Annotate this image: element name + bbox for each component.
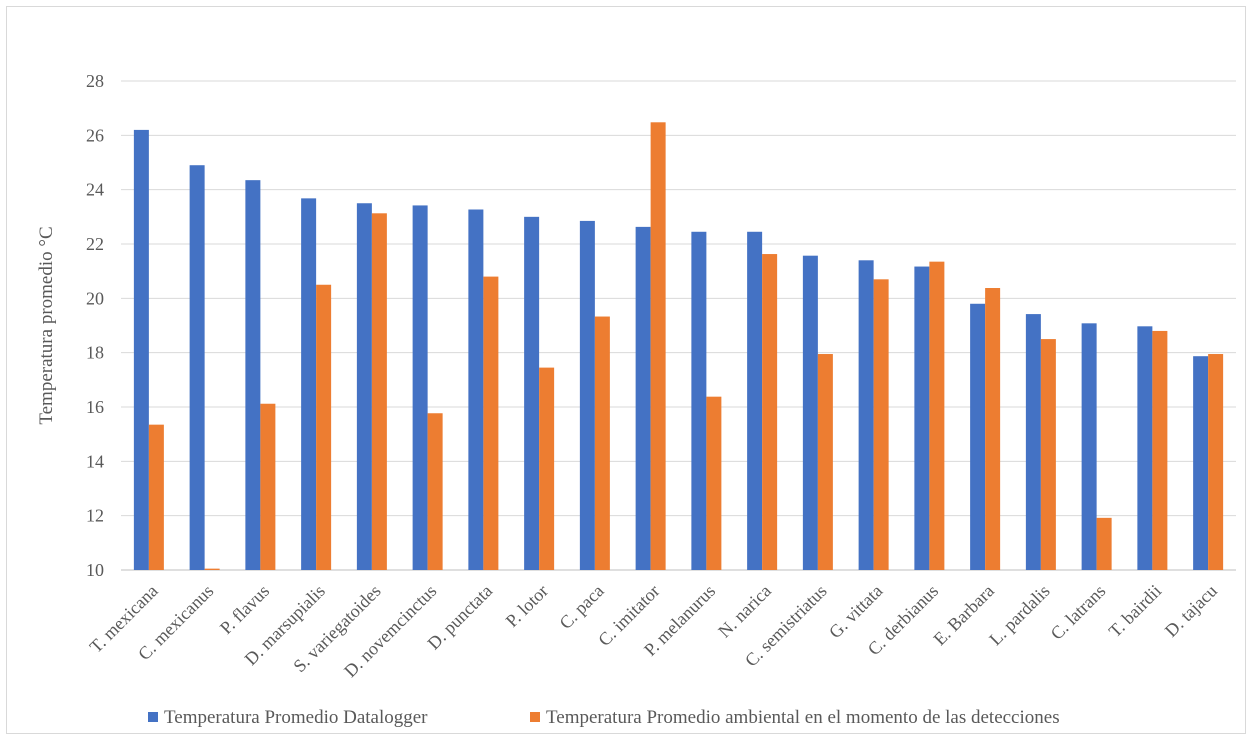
y-tick-label: 20: [86, 288, 104, 308]
x-tick-label: L. pardalis: [985, 581, 1054, 650]
bar-series-2-13: [873, 279, 889, 570]
x-tick-label: C. latrans: [1047, 581, 1110, 644]
bar-series-2-2: [260, 403, 276, 570]
y-tick-label: 24: [86, 180, 104, 200]
bar-series-1-11: [747, 231, 763, 570]
bar-series-1-8: [579, 220, 595, 571]
bar-series-1-15: [970, 303, 986, 570]
bar-series-1-6: [468, 209, 484, 570]
y-axis-title: Temperatura promedio °C: [36, 226, 57, 424]
gridlines: [121, 80, 1236, 571]
bar-series-1-9: [635, 226, 651, 570]
bars: [133, 122, 1224, 571]
bar-series-2-0: [148, 424, 164, 570]
bar-series-2-9: [650, 122, 666, 570]
legend-swatch-1: [148, 712, 158, 722]
bar-series-2-5: [427, 413, 443, 570]
bar-series-2-11: [762, 254, 778, 570]
x-tick-label: D. tajacu: [1161, 581, 1221, 641]
bar-series-1-16: [1025, 314, 1041, 570]
bar-series-2-14: [929, 261, 945, 570]
bar-series-1-19: [1193, 356, 1209, 570]
bar-series-2-18: [1152, 330, 1168, 570]
legend-label-1: Temperatura Promedio Datalogger: [164, 707, 428, 728]
bar-series-2-3: [316, 284, 332, 570]
y-tick-label: 26: [86, 125, 104, 145]
bar-series-2-8: [594, 316, 610, 570]
bar-series-1-17: [1081, 323, 1097, 570]
x-tick-label: P. flavus: [216, 581, 273, 638]
bar-series-2-1: [204, 568, 220, 570]
y-tick-label: 18: [86, 343, 104, 363]
legend: Temperatura Promedio Datalogger Temperatu…: [148, 707, 1060, 728]
x-tick-label: C. paca: [555, 581, 607, 633]
bar-series-1-10: [691, 231, 707, 570]
bar-series-1-0: [133, 129, 149, 570]
bar-series-1-7: [524, 216, 540, 571]
bar-series-2-12: [817, 354, 833, 570]
bar-series-2-7: [539, 367, 555, 570]
bar-series-2-10: [706, 396, 722, 570]
bar-series-1-5: [412, 205, 428, 570]
bar-series-2-19: [1208, 354, 1224, 570]
y-tick-label: 12: [86, 506, 104, 526]
bar-series-1-13: [858, 260, 874, 570]
bar-series-1-2: [245, 180, 261, 571]
bar-series-2-4: [371, 213, 387, 570]
y-tick-label: 14: [86, 451, 104, 471]
y-tick-label: 28: [86, 71, 104, 91]
y-tick-labels: 10 12 14 16 18 20 22 24 26 28: [86, 71, 104, 580]
bar-series-1-14: [914, 266, 930, 570]
x-tick-label: P. lotor: [502, 581, 552, 631]
bar-series-1-12: [802, 255, 818, 570]
legend-label-2: Temperatura Promedio ambiental en el mom…: [546, 707, 1060, 728]
bar-series-1-18: [1137, 326, 1153, 570]
bar-series-1-4: [356, 203, 372, 570]
y-tick-label: 16: [86, 397, 104, 417]
bar-series-1-1: [189, 165, 205, 570]
y-tick-label: 10: [86, 560, 104, 580]
bar-series-2-6: [483, 276, 499, 570]
legend-swatch-2: [530, 712, 540, 722]
x-tick-label: T. bairdii: [1105, 581, 1166, 642]
bar-series-2-15: [985, 288, 1001, 570]
bar-series-2-17: [1096, 517, 1112, 570]
y-tick-label: 22: [86, 234, 104, 254]
bar-series-1-3: [301, 198, 317, 571]
bar-series-2-16: [1040, 339, 1056, 570]
